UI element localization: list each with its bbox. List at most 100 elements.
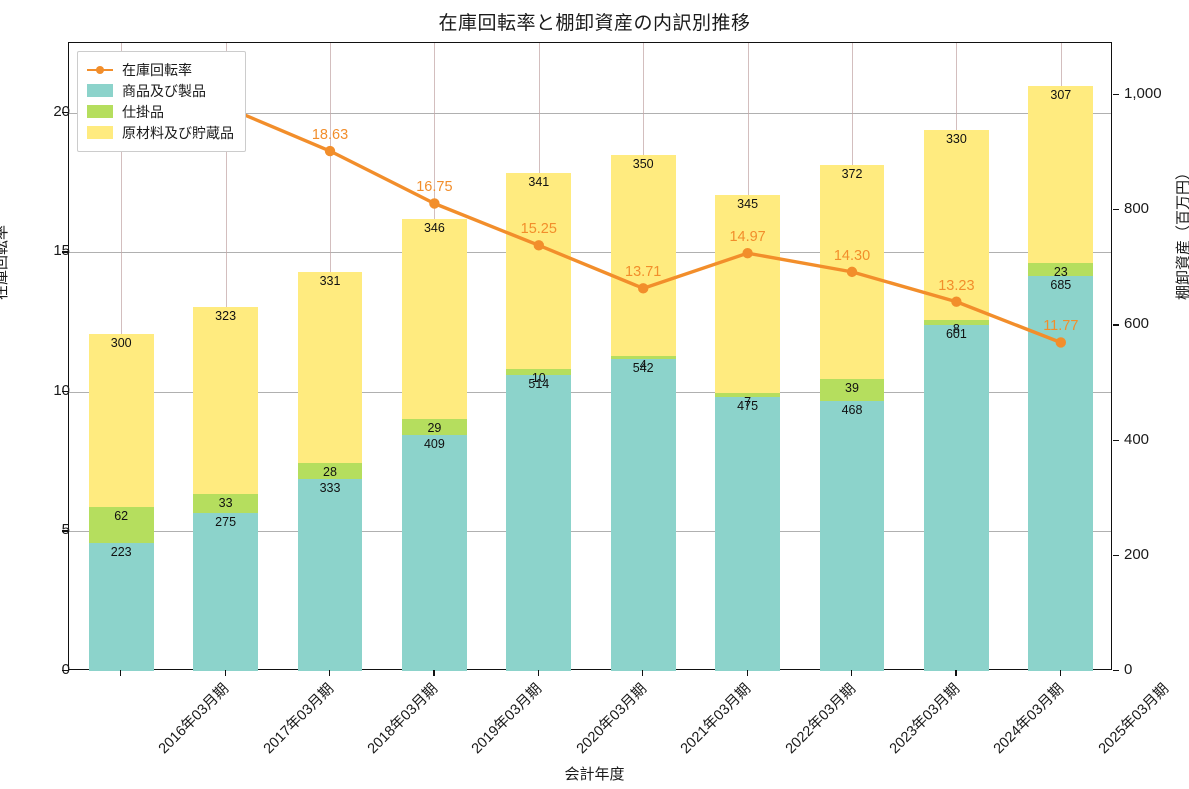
- bar-segment-value-label: 346: [423, 221, 445, 236]
- bar-segment-value-label: 28: [323, 465, 337, 479]
- x-axis-tick-label: 2020年03月期: [573, 680, 650, 758]
- x-axis-tick-mark: [120, 670, 122, 676]
- bar-segment[interactable]: [402, 219, 467, 419]
- x-axis-tick-mark: [433, 670, 435, 676]
- left-axis-tick-mark: [62, 390, 68, 393]
- bar-segment-value-label: 409: [423, 437, 445, 452]
- right-axis-tick-label: 1,000: [1124, 84, 1162, 102]
- bar-segment-value-label: 542: [632, 360, 654, 375]
- bar-segment[interactable]: [924, 324, 989, 671]
- bar-segment-value-label: 475: [737, 399, 759, 414]
- x-axis-tick-label: 2023年03月期: [886, 680, 964, 758]
- bar-segment-value-label: 372: [841, 166, 863, 181]
- bar-segment-value-label: 29: [427, 420, 442, 435]
- x-axis-tick-mark: [642, 670, 644, 676]
- bar-segment[interactable]: [297, 463, 363, 480]
- bar-segment-value-label: 7: [744, 395, 752, 410]
- legend-color-swatch: [87, 84, 113, 97]
- x-axis-tick-mark: [224, 670, 226, 676]
- bar-segment-value-label: 333: [319, 481, 341, 496]
- bar-segment[interactable]: [1028, 276, 1094, 671]
- bar-segment[interactable]: [506, 374, 572, 671]
- plot-area: 223 62 300 275 33 323 333 28 331 409 29 346 514 10 341…: [68, 42, 1112, 671]
- x-axis-tick-label: 2019年03月期: [469, 680, 546, 758]
- line-value-label: 13.23: [938, 277, 975, 294]
- right-axis-tick-mark: [1113, 93, 1119, 96]
- right-axis-tick-mark: [1113, 209, 1119, 211]
- bar-segment-value-label: 514: [528, 376, 550, 391]
- bar-segment-value-label: 8: [952, 322, 960, 337]
- bar-segment-value-label: 323: [215, 309, 237, 324]
- bar-segment-value-label: 23: [1053, 265, 1068, 280]
- bar-segment-value-label: 223: [110, 544, 132, 559]
- bar-segment-value-label: 685: [1050, 278, 1072, 293]
- legend-item[interactable]: 商品及び製品: [87, 80, 234, 101]
- bar-segment[interactable]: [610, 154, 676, 357]
- bar-segment[interactable]: [88, 333, 154, 507]
- legend-item[interactable]: 在庫回転率: [87, 59, 234, 80]
- bar-segment-value-label: 4: [639, 358, 647, 373]
- bar-segment[interactable]: [193, 307, 258, 494]
- right-axis-tick-mark: [1113, 324, 1119, 326]
- line-value-label: 16.75: [416, 179, 453, 196]
- legend-item[interactable]: 原材料及び貯蔵品: [87, 122, 234, 143]
- left-axis-tick-label: 15: [53, 242, 70, 260]
- legend-line-swatch: [87, 63, 113, 76]
- bar-segment-value-label: 341: [528, 174, 550, 189]
- bar-segment[interactable]: [715, 397, 780, 671]
- line-value-label: 15.25: [520, 221, 557, 238]
- right-axis-tick-mark: [1113, 670, 1119, 672]
- bar-segment[interactable]: [610, 358, 676, 671]
- bar-segment[interactable]: [715, 194, 780, 394]
- bar-segment-value-label: 307: [1050, 88, 1072, 103]
- bar-segment[interactable]: [402, 435, 467, 671]
- right-axis-tick-label: 600: [1124, 315, 1150, 333]
- bar-segment[interactable]: [506, 369, 572, 375]
- left-axis-tick-label: 0: [24, 661, 70, 678]
- right-axis-tick-label: 400: [1124, 430, 1150, 448]
- bar-segment[interactable]: [88, 542, 154, 671]
- bar-segment-value-label: 62: [114, 508, 129, 523]
- bar-segment[interactable]: [506, 172, 572, 370]
- bar-segment-value-label: 345: [737, 196, 759, 211]
- bar-segment[interactable]: [819, 164, 885, 379]
- line-value-label: 13.71: [625, 264, 662, 281]
- bar-segment[interactable]: [297, 272, 363, 463]
- line-value-label: 18.63: [311, 127, 349, 144]
- line-value-label: 14.97: [729, 229, 766, 246]
- x-axis-tick-mark: [955, 670, 957, 676]
- left-axis-title: 在庫回転率: [0, 224, 10, 300]
- x-axis-tick-label: 2025年03月期: [1095, 680, 1172, 758]
- x-axis-tick-mark: [851, 670, 853, 676]
- right-axis-title: 棚卸資産（百万円）: [1175, 164, 1189, 300]
- x-axis-tick-mark: [329, 670, 331, 676]
- bar-segment[interactable]: [402, 418, 467, 436]
- x-axis-tick-mark: [537, 670, 540, 676]
- legend-item-label: 在庫回転率: [122, 61, 192, 78]
- bar-segment[interactable]: [88, 506, 154, 543]
- bar-segment[interactable]: [610, 356, 676, 359]
- x-axis-tick-mark: [1059, 670, 1062, 676]
- bar-segment-value-label: 350: [632, 156, 654, 171]
- left-axis-tick-mark: [62, 251, 68, 253]
- legend-item[interactable]: 仕掛品: [87, 101, 234, 122]
- bar-segment[interactable]: [297, 479, 363, 671]
- left-axis-tick-mark: [62, 670, 68, 672]
- bar-segment[interactable]: [819, 401, 885, 671]
- bar-segment-value-label: 275: [215, 514, 237, 529]
- line-value-label: 14.30: [833, 247, 871, 264]
- legend-color-swatch: [87, 105, 113, 118]
- bar-segment[interactable]: [193, 493, 258, 513]
- x-axis-tick-label: 2016年03月期: [155, 680, 233, 758]
- x-axis-tick-label: 2022年03月期: [782, 680, 859, 758]
- gridline-horizontal: [69, 391, 1111, 393]
- bar-segment[interactable]: [715, 393, 780, 398]
- line-value-label: 11.77: [1043, 318, 1079, 335]
- chart-legend[interactable]: 在庫回転率商品及び製品 仕掛品 原材料及び貯蔵品: [77, 51, 246, 152]
- bar-segment[interactable]: [1028, 86, 1094, 264]
- bar-segment[interactable]: [819, 378, 885, 402]
- x-axis-tick-mark: [746, 670, 748, 676]
- x-axis-tick-label: 2018年03月期: [364, 680, 442, 758]
- bar-segment[interactable]: [193, 512, 258, 671]
